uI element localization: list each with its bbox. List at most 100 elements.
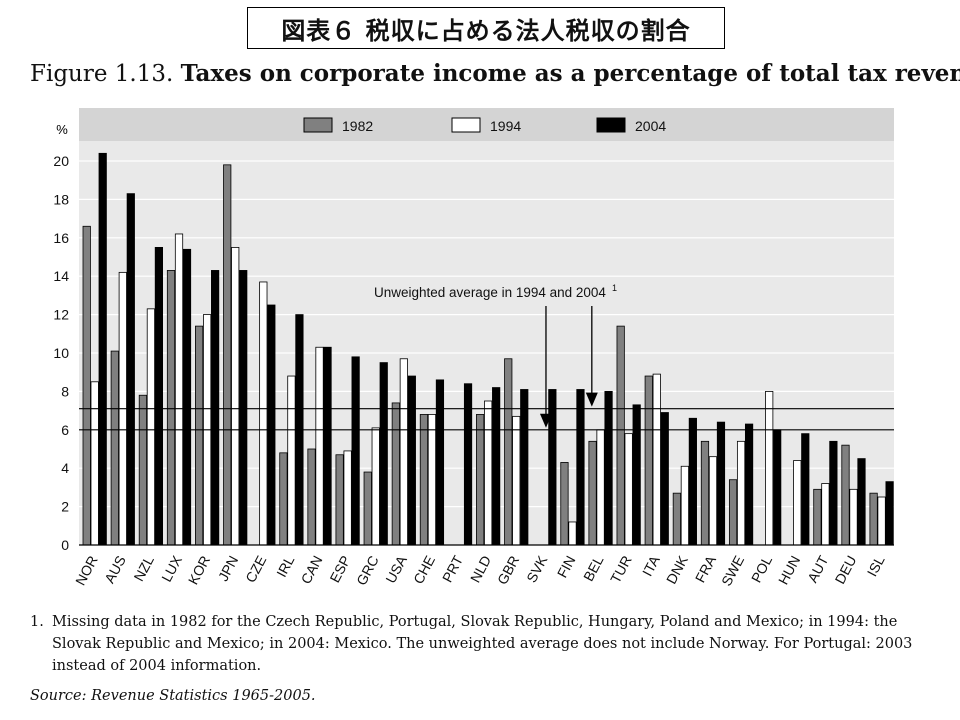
- source-text: Revenue Statistics 1965-2005.: [91, 688, 316, 704]
- bar-fra-1994: [708, 456, 718, 546]
- bar-nld-1982: [476, 414, 485, 546]
- x-tick-label: CZE: [242, 553, 269, 585]
- x-axis: NOR AUS NZL LUX KOR JPN CZE IRL CAN ESP GRC USA CHE P…: [72, 552, 888, 588]
- bar-nzl-1994: [146, 308, 156, 546]
- bar-nld-2004: [492, 387, 501, 546]
- y-axis-unit: %: [56, 122, 68, 137]
- annotation-arrow-head: [585, 392, 598, 407]
- bar-jpn-1982: [223, 164, 232, 546]
- bar-tur-1994: [624, 433, 633, 546]
- x-tick-label: DNK: [663, 552, 691, 586]
- y-tick-label: 14: [53, 268, 69, 284]
- legend-label-1994: 1994: [490, 118, 521, 134]
- bar-lux-1994: [174, 233, 184, 546]
- bar-lux-2004: [182, 248, 192, 546]
- bar-grc-1994: [371, 427, 380, 546]
- figure-title: Figure 1.13. Taxes on corporate income a…: [30, 60, 960, 87]
- y-tick-label: 4: [61, 460, 69, 476]
- x-tick-label: NLD: [467, 553, 494, 585]
- annotation-text: Unweighted average in 1994 and 2004: [374, 285, 606, 300]
- bar-aut-1982: [813, 488, 822, 546]
- bar-usa-1982: [391, 402, 400, 546]
- bar-grc-2004: [379, 362, 388, 546]
- bar-tur-2004: [632, 404, 641, 546]
- bar-tur-1982: [616, 325, 625, 546]
- bar-che-1994: [427, 414, 437, 546]
- x-tick-label: CAN: [298, 553, 326, 587]
- bar-deu-1994: [849, 488, 858, 546]
- bar-svk-2004: [548, 389, 557, 546]
- bar-irl-1982: [279, 452, 288, 546]
- bar-hun-2004: [801, 433, 810, 546]
- x-tick-label: TUR: [607, 553, 635, 586]
- x-tick-label: GBR: [494, 553, 522, 587]
- bar-hun-1994: [793, 460, 802, 546]
- bar-nzl-2004: [154, 246, 164, 546]
- bar-swe-1982: [728, 479, 738, 546]
- x-tick-label: JPN: [215, 553, 242, 584]
- bar-lux-1982: [166, 270, 176, 546]
- y-tick-label: 6: [61, 422, 69, 438]
- average-annotation: Unweighted average in 1994 and 2004 1: [374, 283, 617, 428]
- footnote-text: Missing data in 1982 for the Czech Repub…: [52, 614, 913, 674]
- footnote: 1. Missing data in 1982 for the Czech Re…: [30, 611, 930, 677]
- bar-jpn-1994: [231, 246, 240, 546]
- figure-title-text: Taxes on corporate income as a percentag…: [180, 60, 960, 87]
- y-tick-label: 0: [61, 537, 69, 553]
- source-line: Source: Revenue Statistics 1965-2005.: [30, 688, 316, 704]
- x-tick-label: IRL: [273, 553, 297, 580]
- bar-fin-1982: [560, 462, 569, 546]
- y-tick-label: 16: [53, 230, 69, 246]
- x-tick-label: AUT: [804, 553, 831, 586]
- x-tick-label: USA: [382, 552, 410, 586]
- x-tick-label: SVK: [523, 552, 551, 585]
- bar-fin-2004: [576, 389, 585, 546]
- legend-label-2004: 2004: [635, 118, 666, 134]
- legend: 1982 1994 2004: [303, 117, 666, 134]
- bar-esp-1994: [343, 450, 352, 546]
- x-tick-label: SWE: [718, 553, 747, 589]
- y-axis: 0 2 4 6 8 10 12 14 16 18 20: [53, 153, 69, 553]
- bar-aut-2004: [829, 440, 838, 546]
- legend-label-1982: 1982: [342, 118, 373, 134]
- legend-swatch-2004: [596, 117, 626, 133]
- bar-bel-1982: [588, 440, 597, 546]
- bar-aut-1994: [821, 483, 830, 546]
- bar-kor-2004: [211, 270, 220, 546]
- x-tick-label: ISL: [864, 553, 888, 579]
- bar-prt-2004: [463, 383, 473, 546]
- legend-swatch-1994: [451, 117, 481, 133]
- bar-isl-1994: [877, 496, 886, 546]
- bar-nld-1994: [484, 400, 493, 546]
- legend-band: [79, 108, 894, 141]
- x-tick-label: GRC: [353, 553, 382, 588]
- x-tick-label: BEL: [580, 553, 607, 584]
- slide-title: 図表６ 税収に占める法人税収の割合: [247, 7, 725, 49]
- bar-che-2004: [435, 379, 445, 546]
- bar-nzl-1982: [138, 394, 148, 546]
- x-tick-label: AUS: [101, 553, 129, 586]
- bar-usa-1994: [399, 358, 408, 546]
- bar-gbr-1982: [504, 358, 513, 546]
- x-tick-label: LUX: [158, 552, 185, 584]
- bar-che-1982: [419, 414, 429, 546]
- annotation-arrow-head: [539, 413, 552, 428]
- footnote-marker: 1.: [30, 614, 44, 630]
- bar-fra-1982: [700, 440, 710, 546]
- x-tick-label: FRA: [692, 552, 720, 585]
- bar-fra-2004: [716, 421, 726, 546]
- figure-number: Figure 1.13.: [30, 61, 174, 87]
- bar-usa-2004: [407, 375, 416, 546]
- x-tick-label: HUN: [775, 553, 803, 587]
- y-tick-label: 2: [61, 499, 69, 515]
- bar-dnk-2004: [688, 417, 697, 546]
- bar-bel-1994: [596, 429, 605, 546]
- bar-swe-2004: [744, 423, 754, 546]
- bar-cze-2004: [267, 304, 276, 546]
- y-tick-label: 8: [61, 383, 69, 399]
- bar-grc-1982: [363, 471, 372, 546]
- bar-fin-1994: [568, 521, 577, 546]
- bar-pol-1994: [765, 390, 774, 546]
- bar-can-1982: [307, 448, 316, 546]
- bar-aus-1982: [110, 350, 119, 546]
